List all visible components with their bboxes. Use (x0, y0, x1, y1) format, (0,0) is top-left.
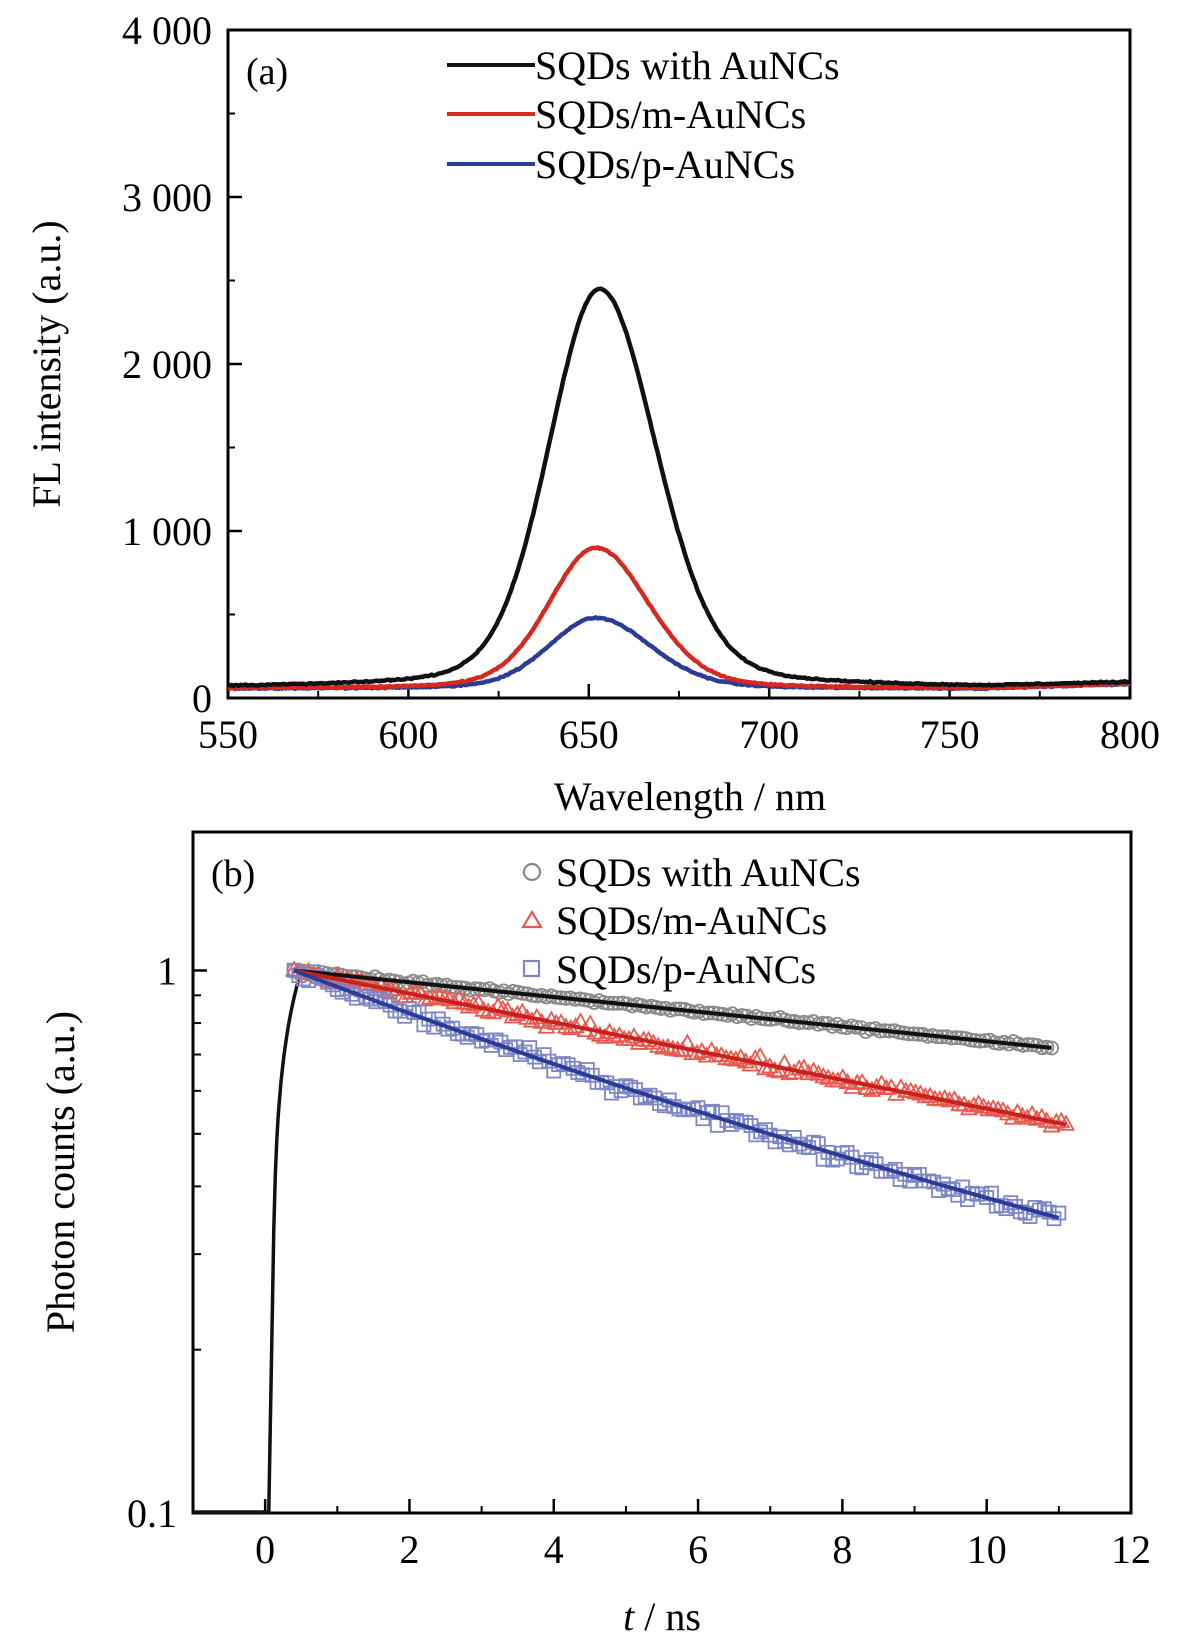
data-point-triangle (435, 988, 454, 1006)
legend-label-a-0: SQDs with AuNCs (535, 43, 840, 88)
series-a (227, 286, 1131, 692)
x-tick-label-a-1: 600 (378, 712, 438, 757)
fit-line-0 (293, 968, 1052, 1050)
y-tick-label-a-3: 3 000 (122, 175, 212, 220)
panel-label-a: (a) (246, 51, 288, 93)
x-tick-label-a-4: 750 (920, 712, 980, 757)
x-axis-label-b-rest: / ns (634, 1594, 701, 1639)
legend-marker-b-1 (521, 909, 543, 929)
legend-label-b-0: SQDs with AuNCs (556, 850, 861, 895)
fit-line-1 (293, 968, 1067, 1127)
x-tick-label-a-3: 700 (739, 712, 799, 757)
panel-label-b: (b) (211, 853, 255, 895)
legend-marker-b-0 (522, 862, 542, 882)
y-axis-label-a: FL intensity (a.u.) (24, 220, 69, 507)
spectrum-line-1 (227, 545, 1131, 691)
y-tick-label-b-0: 0.1 (127, 1491, 177, 1536)
x-tick-label-a-0: 550 (198, 712, 258, 757)
data-point-triangle (493, 999, 512, 1016)
y-tick-label-a-0: 0 (192, 676, 212, 721)
plot-frame-b (191, 830, 1133, 1515)
x-tick-label-a-2: 650 (559, 712, 619, 757)
data-point-triangle (770, 1061, 789, 1079)
x-tick-label-b-1: 2 (399, 1527, 419, 1572)
x-tick-label-a-5: 800 (1100, 712, 1160, 757)
x-tick-label-b-5: 10 (967, 1527, 1007, 1572)
y-axis-label-b: Photon counts (a.u.) (38, 1011, 83, 1333)
data-point-triangle (440, 990, 459, 1007)
data-point-triangle (755, 1058, 775, 1076)
series-b (193, 960, 1076, 1514)
x-tick-label-b-6: 12 (1111, 1527, 1151, 1572)
x-tick-label-b-4: 8 (832, 1527, 852, 1572)
legend-a: SQDs with AuNCs SQDs/m-AuNCs SQDs/p-AuNC… (447, 43, 840, 187)
legend-marker-b-2 (522, 959, 541, 978)
data-point-triangle (906, 1083, 925, 1100)
data-point-triangle (1003, 1108, 1022, 1125)
data-point-triangle (595, 1027, 614, 1044)
data-point-square (1051, 1205, 1067, 1221)
instrument-rise-curve (193, 974, 302, 1514)
data-point-triangle (430, 987, 449, 1004)
data-point-square (738, 1114, 754, 1130)
y-tick-label-a-4: 4 000 (122, 8, 212, 53)
data-point-triangle (1052, 1111, 1071, 1128)
panel-b: 0 2 4 6 8 10 12 0.1 1 (b) SQDs with AuNCs SQDs/m… (38, 830, 1151, 1639)
fit-line-2 (293, 968, 1060, 1220)
x-tick-label-b-3: 6 (688, 1527, 708, 1572)
data-point-triangle (901, 1081, 920, 1098)
spectrum-line-2 (227, 615, 1131, 692)
legend-label-a-2: SQDs/p-AuNCs (535, 142, 795, 187)
spectrum-line-0 (227, 286, 1131, 689)
x-axis-label-b: t / ns (623, 1594, 701, 1639)
y-tick-label-b-1: 1 (157, 948, 177, 993)
legend-label-b-1: SQDs/m-AuNCs (556, 898, 827, 943)
x-tick-label-b-0: 0 (255, 1527, 275, 1572)
y-tick-label-a-2: 2 000 (122, 342, 212, 387)
x-axis-label-b-italic: t (623, 1594, 635, 1639)
legend-b: SQDs with AuNCs SQDs/m-AuNCs SQDs/p-AuNC… (521, 850, 861, 992)
ticks-b: 0 2 4 6 8 10 12 0.1 1 (127, 948, 1151, 1572)
legend-label-b-2: SQDs/p-AuNCs (556, 947, 816, 992)
x-tick-label-b-2: 4 (544, 1527, 564, 1572)
ticks-a: 550 600 650 700 750 800 0 1 000 2 000 3 000 4 000 (122, 8, 1160, 757)
x-axis-label-a: Wavelength / nm (554, 774, 826, 819)
data-point-square (363, 991, 379, 1007)
legend-label-a-1: SQDs/m-AuNCs (535, 92, 806, 137)
y-tick-label-a-1: 1 000 (122, 509, 212, 554)
